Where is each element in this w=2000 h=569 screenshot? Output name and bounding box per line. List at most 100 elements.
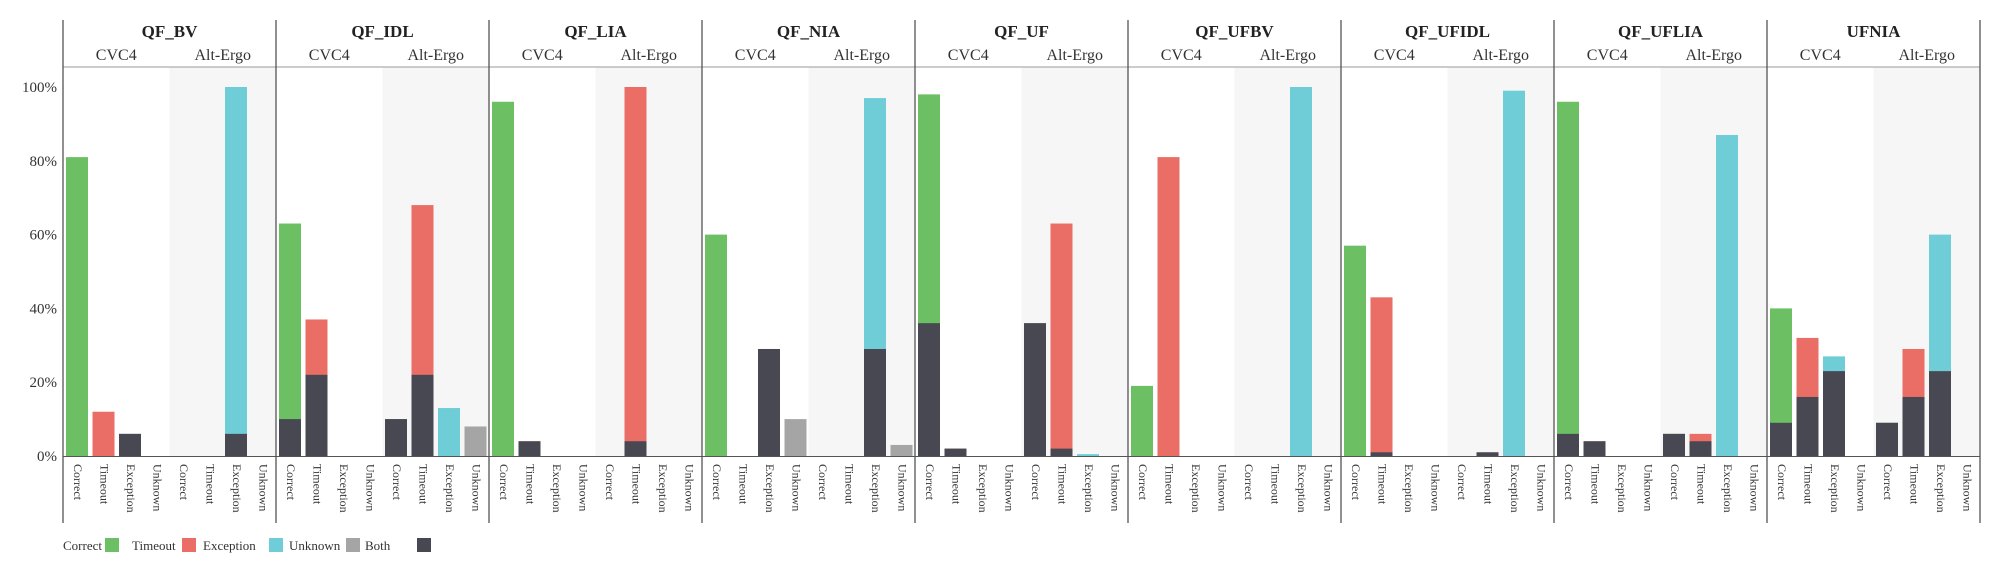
bar-correct [279,223,301,456]
panel-title: QF_UF [994,22,1049,41]
x-tick-label: Timeout [1269,464,1283,505]
bar-unknown [890,444,913,456]
x-tick-label: Correct [1349,464,1363,501]
bars [66,87,1951,457]
y-tick-label: 40% [30,301,58,317]
bar-timeout [1157,157,1180,457]
solver-label: Alt-Ergo [1685,47,1742,64]
x-tick-label: Correct [923,464,937,501]
bar-both [864,348,886,456]
x-tick-label: Exception [1828,464,1842,513]
x-tick-label: Unknown [790,464,804,511]
x-tick-label: Exception [763,464,777,513]
x-tick-label: Exception [976,464,990,513]
x-tick-label: Unknown [1109,464,1123,511]
bar-both [1902,396,1925,456]
x-tick-label: Correct [1242,464,1256,501]
x-tick-label: Exception [1615,464,1629,513]
solver-label: CVC4 [948,47,989,64]
x-tick-label: Exception [1402,464,1416,513]
panel-title: QF_UFIDL [1405,22,1490,41]
y-tick-label: 60% [30,228,58,244]
x-tick-label: Correct [71,464,85,501]
bar-both [1583,441,1606,456]
bar-both [1050,448,1073,456]
panel-shade [1447,67,1554,456]
bar-both [1663,433,1685,456]
x-tick-label: Timeout [843,464,857,505]
bar-exception [225,87,247,456]
x-tick-label: Correct [1775,464,1789,501]
legend-label: Both [365,538,391,553]
bar-exception [1077,454,1099,456]
x-tick-label: Timeout [1802,464,1816,505]
solver-label: CVC4 [96,47,137,64]
x-tick-label: Exception [443,464,457,513]
bar-exception [438,408,460,456]
x-tick-label: Timeout [630,464,644,505]
bar-both [1823,371,1845,456]
solver-label: Alt-Ergo [1472,47,1529,64]
x-tick-label: Timeout [204,464,218,505]
bar-both [758,348,780,456]
x-tick-label: Unknown [470,464,484,511]
panel-shade [382,67,489,456]
x-tick-label: Exception [1295,464,1309,513]
bar-both [518,441,541,456]
bar-correct [1770,308,1792,456]
x-tick-label: Timeout [1908,464,1922,505]
solver-label: CVC4 [1800,47,1841,64]
bar-both [1770,422,1792,456]
solver-label: CVC4 [1587,47,1628,64]
labels: 0% 20% 40% 60% 80% 100% QF_BV CVC4 Correct Timeou… [22,22,1975,513]
panel-title: QF_BV [142,22,198,41]
panel-shade [169,67,276,456]
x-tick-label: Correct [1668,464,1682,501]
bar-both [305,374,328,456]
legend-label: Unknown [289,538,341,553]
x-tick-label: Timeout [737,464,751,505]
bar-both [1689,441,1712,456]
x-tick-label: Unknown [364,464,378,511]
bar-both [944,448,967,456]
bar-both [918,323,940,456]
panel-title: QF_UFLIA [1618,22,1704,41]
x-tick-label: Unknown [257,464,271,511]
solver-label: Alt-Ergo [1259,47,1316,64]
y-tick-label: 80% [30,154,58,170]
solver-label: CVC4 [1161,47,1202,64]
bar-both [411,374,434,456]
bar-both [1476,452,1499,456]
x-tick-label: Correct [710,464,724,501]
bar-both [1557,433,1579,456]
x-tick-label: Timeout [1163,464,1177,505]
x-tick-label: Exception [550,464,564,513]
x-tick-label: Unknown [896,464,910,511]
bar-both [1876,422,1898,456]
x-tick-label: Unknown [151,464,165,511]
legend-swatch [417,538,431,552]
legend-swatch [105,538,119,552]
x-tick-label: Correct [1455,464,1469,501]
x-tick-label: Correct [497,464,511,501]
bar-timeout [1370,297,1393,456]
bar-exception [1716,134,1738,456]
solver-label: Alt-Ergo [1046,47,1103,64]
panel-title: UFNIA [1847,22,1902,41]
x-tick-label: Timeout [1056,464,1070,505]
bar-both [385,419,407,456]
bar-timeout [92,411,115,456]
panel-shade [595,67,702,456]
bar-timeout [1050,223,1073,456]
x-tick-label: Correct [390,464,404,501]
x-tick-label: Unknown [1961,464,1975,511]
bar-both [225,433,247,456]
x-tick-label: Unknown [1322,464,1336,511]
solver-label: CVC4 [309,47,350,64]
panel-shade [1660,67,1767,456]
x-tick-label: Exception [1934,464,1948,513]
solver-label: Alt-Ergo [1898,47,1955,64]
panel-title: QF_IDL [351,22,413,41]
x-tick-label: Correct [1136,464,1150,501]
x-tick-label: Exception [124,464,138,513]
